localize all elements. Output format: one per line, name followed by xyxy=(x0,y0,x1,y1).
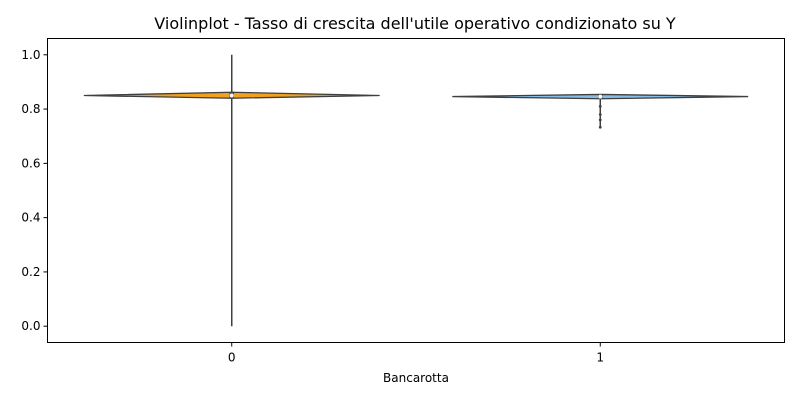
y-tick-label: 0.4 xyxy=(21,211,40,225)
violin-median xyxy=(229,93,234,98)
y-tick-label: 0.2 xyxy=(21,265,40,279)
x-axis-label: Bancarotta xyxy=(383,371,449,385)
y-axis: 0.0 0.2 0.4 0.6 0.8 1.0 xyxy=(21,48,48,333)
violin-median xyxy=(598,94,603,99)
y-tick-label: 0.8 xyxy=(21,102,40,116)
violin-tail-point xyxy=(598,118,602,122)
chart-title: Violinplot - Tasso di crescita dell'util… xyxy=(154,14,676,33)
x-tick-label: 1 xyxy=(596,351,604,365)
plot-frame xyxy=(47,38,785,343)
x-tick-label: 0 xyxy=(228,351,236,365)
y-tick-label: 0.0 xyxy=(21,319,40,333)
violin-tail-point xyxy=(598,113,602,116)
violin-tail-point xyxy=(598,104,602,108)
violin-tail-point xyxy=(598,125,602,129)
plot-area xyxy=(83,54,749,327)
y-tick-label: 0.6 xyxy=(21,156,40,170)
y-tick-label: 1.0 xyxy=(21,48,40,62)
